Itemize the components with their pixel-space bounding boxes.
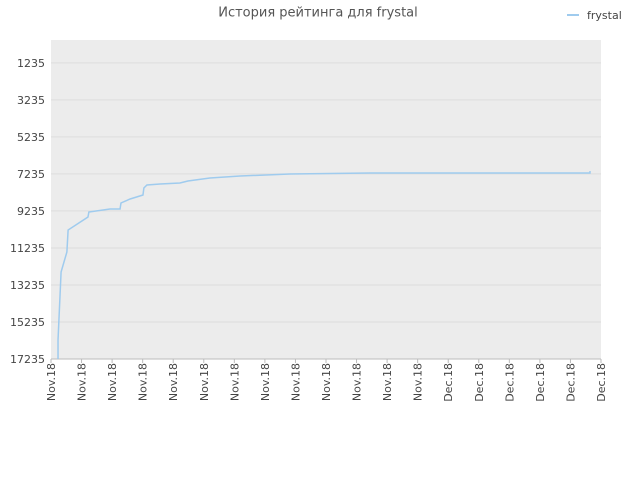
x-tick-label: Dec.18 xyxy=(564,363,577,402)
x-tick-label: Dec.18 xyxy=(534,363,547,402)
x-tick-label: Nov.18 xyxy=(106,363,119,401)
y-tick-label: 9235 xyxy=(17,205,45,218)
y-tick-label: 11235 xyxy=(10,242,45,255)
x-tick-label: Nov.18 xyxy=(351,363,364,401)
y-tick-label: 1235 xyxy=(17,57,45,70)
x-tick-label: Nov.18 xyxy=(412,363,425,401)
x-tick-label: Nov.18 xyxy=(259,363,272,401)
y-tick-label: 17235 xyxy=(10,353,45,366)
x-tick-label: Dec.18 xyxy=(473,363,486,402)
grid-band xyxy=(51,40,601,359)
y-tick-label: 13235 xyxy=(10,279,45,292)
chart-title: История рейтинга для frystal xyxy=(218,6,418,21)
x-tick-label: Nov.18 xyxy=(320,363,333,401)
y-tick-label: 3235 xyxy=(17,94,45,107)
legend-label: frystal xyxy=(587,9,622,22)
x-tick-label: Nov.18 xyxy=(198,363,211,401)
x-tick-label: Dec.18 xyxy=(503,363,516,402)
x-tick-label: Nov.18 xyxy=(45,363,58,401)
y-tick-label: 7235 xyxy=(17,168,45,181)
y-tick-label: 15235 xyxy=(10,316,45,329)
x-tick-label: Dec.18 xyxy=(442,363,455,402)
x-tick-label: Nov.18 xyxy=(228,363,241,401)
x-tick-label: Nov.18 xyxy=(137,363,150,401)
x-tick-label: Nov.18 xyxy=(167,363,180,401)
y-tick-label: 5235 xyxy=(17,131,45,144)
x-tick-label: Nov.18 xyxy=(381,363,394,401)
x-tick-label: Dec.18 xyxy=(595,363,608,402)
x-tick-label: Nov.18 xyxy=(289,363,302,401)
line xyxy=(57,171,591,359)
x-tick-label: Nov.18 xyxy=(76,363,89,401)
